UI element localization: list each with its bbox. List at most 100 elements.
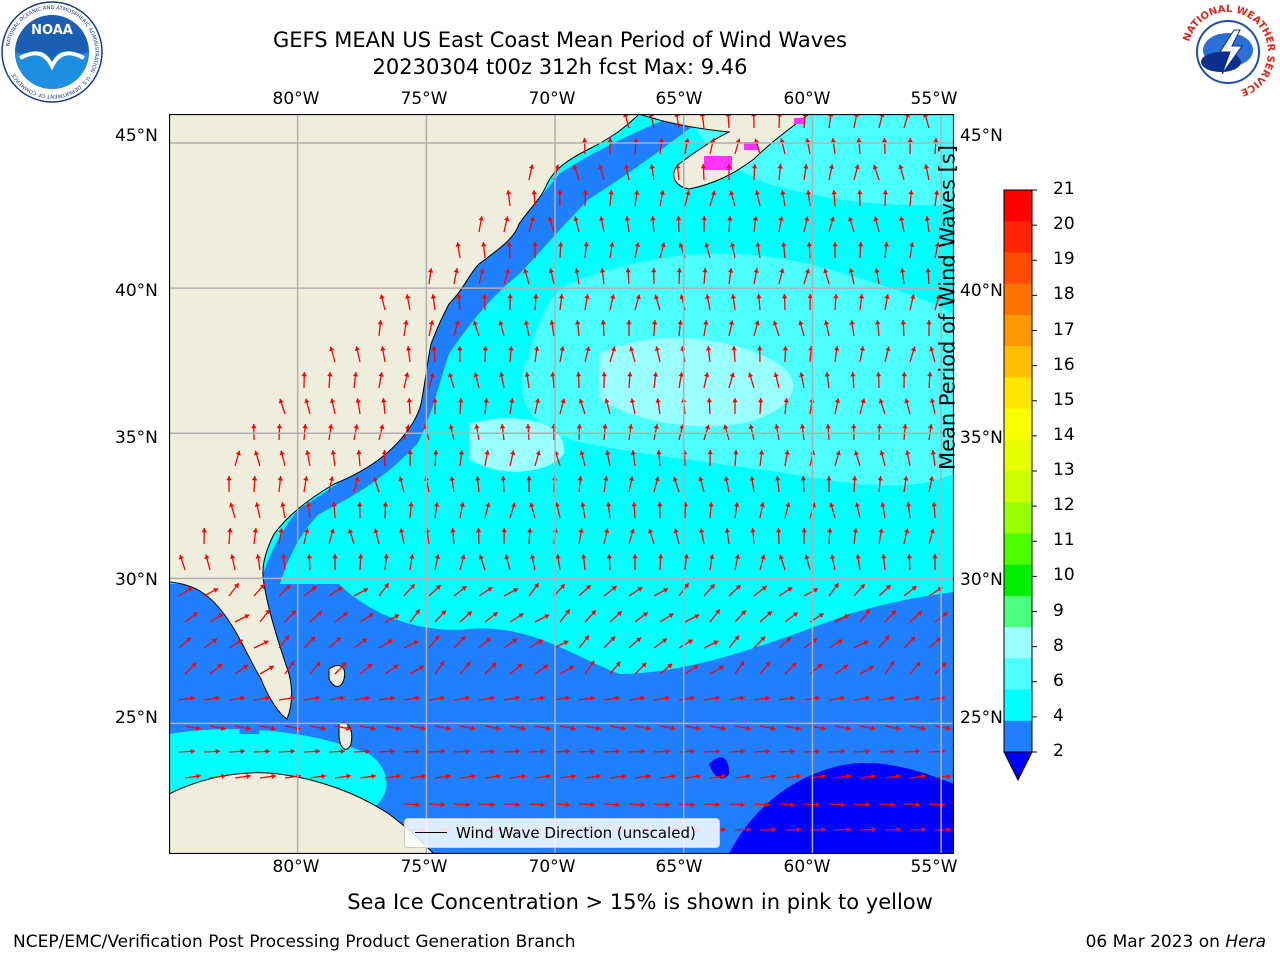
wind-wave-arrowhead xyxy=(732,398,738,403)
wind-wave-arrowhead xyxy=(878,528,884,533)
wind-wave-arrowhead xyxy=(578,398,584,404)
wind-wave-arrowhead xyxy=(342,612,348,618)
wind-wave-arrowhead xyxy=(857,190,863,195)
nws-logo: NATIONAL WEATHER SERVICE xyxy=(1179,3,1277,101)
wind-wave-arrowhead xyxy=(715,748,720,755)
wind-wave-arrowhead xyxy=(466,611,472,617)
wind-wave-arrowhead xyxy=(211,638,217,644)
wind-wave-arrowhead xyxy=(196,725,201,731)
wind-wave-arrowhead xyxy=(910,346,917,352)
wind-wave-arrowhead xyxy=(229,554,236,560)
wind-wave-arrowhead xyxy=(873,216,879,222)
sea-ice-patch xyxy=(704,156,732,170)
wind-wave-arrowhead xyxy=(204,554,210,560)
wind-wave-arrowhead xyxy=(602,424,608,429)
wind-wave-arrowhead xyxy=(724,528,731,533)
wind-wave-arrowhead xyxy=(718,665,724,671)
wind-wave-arrowhead xyxy=(506,242,513,247)
wind-wave-arrowhead xyxy=(775,528,782,533)
wind-wave-arrowhead xyxy=(760,554,766,560)
wind-wave-arrowhead xyxy=(642,612,648,618)
wind-wave-arrowhead xyxy=(823,268,829,274)
wind-wave-arrowhead xyxy=(356,450,362,455)
wind-wave-arrowhead xyxy=(757,346,763,351)
wind-wave-arrowhead xyxy=(765,748,770,755)
wind-wave-arrowhead xyxy=(213,588,219,593)
wind-wave-arrowhead xyxy=(661,638,667,644)
wind-wave-arrowhead xyxy=(632,554,638,559)
wind-wave-arrowhead xyxy=(835,450,841,456)
wind-wave-arrowhead xyxy=(778,216,784,221)
wind-wave-arrowhead xyxy=(898,164,904,170)
wind-wave-arrowhead xyxy=(871,773,876,780)
wind-wave-arrowhead xyxy=(677,320,683,325)
wind-wave-arrowhead xyxy=(798,320,804,326)
wind-wave-arrowhead xyxy=(927,372,933,377)
wind-wave-arrowhead xyxy=(311,586,317,591)
wind-wave-arrowhead xyxy=(817,663,823,669)
wind-wave-arrowhead xyxy=(665,801,670,808)
wind-wave-arrowhead xyxy=(601,372,607,377)
wind-wave-arrowhead xyxy=(757,398,764,403)
wind-wave-arrowhead xyxy=(380,346,386,351)
wind-wave-arrowhead xyxy=(750,528,756,533)
lon-label-bottom: 55°W xyxy=(910,857,958,877)
wind-wave-arrowhead xyxy=(504,554,510,560)
wind-wave-arrowhead xyxy=(508,346,514,351)
wind-wave-arrowhead xyxy=(675,216,682,221)
wind-wave-arrowhead xyxy=(526,476,532,481)
wind-wave-arrowhead xyxy=(821,725,826,731)
wind-wave-arrowhead xyxy=(431,346,437,351)
wind-wave-arrowhead xyxy=(878,398,884,404)
colorbar-segment xyxy=(1004,408,1032,441)
wind-wave-arrowhead xyxy=(192,612,198,618)
wind-wave-arrowhead xyxy=(729,242,736,248)
wind-wave-arrowhead xyxy=(251,424,257,429)
wind-wave-arrowhead xyxy=(683,554,689,559)
wind-wave-arrowhead xyxy=(408,502,414,507)
wind-wave-arrowhead xyxy=(413,640,419,646)
map-grid xyxy=(169,114,954,854)
wind-wave-arrowhead xyxy=(928,476,935,482)
wind-wave-arrowhead xyxy=(533,583,539,589)
wind-wave-arrowhead xyxy=(933,138,939,143)
wind-wave-arrowhead xyxy=(429,372,435,378)
wind-wave-arrowhead xyxy=(573,216,579,222)
wind-wave-arrowhead xyxy=(690,695,695,701)
wind-wave-arrowhead xyxy=(668,613,674,619)
wind-wave-arrowhead xyxy=(271,773,276,780)
lon-label-bottom: 75°W xyxy=(400,857,448,877)
wind-wave-arrowhead xyxy=(741,610,746,616)
wind-wave-arrowhead xyxy=(332,554,338,559)
wind-wave-arrowhead xyxy=(418,665,424,671)
colorbar-segment xyxy=(1004,221,1032,253)
wind-wave-arrowhead xyxy=(544,614,550,620)
wind-wave-arrowhead xyxy=(871,826,876,833)
wind-wave-arrowhead xyxy=(829,554,836,560)
wind-wave-arrowhead xyxy=(371,725,376,731)
wind-wave-arrowhead xyxy=(733,502,740,507)
wind-wave-arrowhead xyxy=(265,609,270,615)
wind-wave-arrowhead xyxy=(623,164,630,170)
wind-wave-arrowhead xyxy=(663,588,669,593)
wind-wave-arrowhead xyxy=(905,502,912,507)
wind-wave-arrowhead xyxy=(280,502,286,507)
wind-wave-arrowhead xyxy=(499,424,506,429)
wind-wave-arrowhead xyxy=(278,528,284,533)
lon-label-top: 70°W xyxy=(528,89,576,109)
wind-wave-arrowhead xyxy=(465,748,470,755)
wind-wave-arrowhead xyxy=(509,398,515,403)
wind-wave-arrowhead xyxy=(777,164,783,169)
wind-wave-arrowhead xyxy=(446,725,451,731)
wind-wave-arrowhead xyxy=(555,554,561,559)
lat-label-right: 40°N xyxy=(960,281,1003,301)
wind-wave-arrowhead xyxy=(368,613,374,619)
wind-wave-arrowhead xyxy=(415,695,420,701)
colorbar-segment xyxy=(1004,377,1032,410)
wind-wave-arrowhead xyxy=(240,695,245,701)
wind-wave-arrowhead xyxy=(547,216,554,222)
wind-wave-arrowhead xyxy=(651,320,658,325)
wind-wave-arrowhead xyxy=(734,554,741,560)
wind-wave-arrowhead xyxy=(490,801,495,808)
wind-wave-arrowhead xyxy=(379,294,385,300)
